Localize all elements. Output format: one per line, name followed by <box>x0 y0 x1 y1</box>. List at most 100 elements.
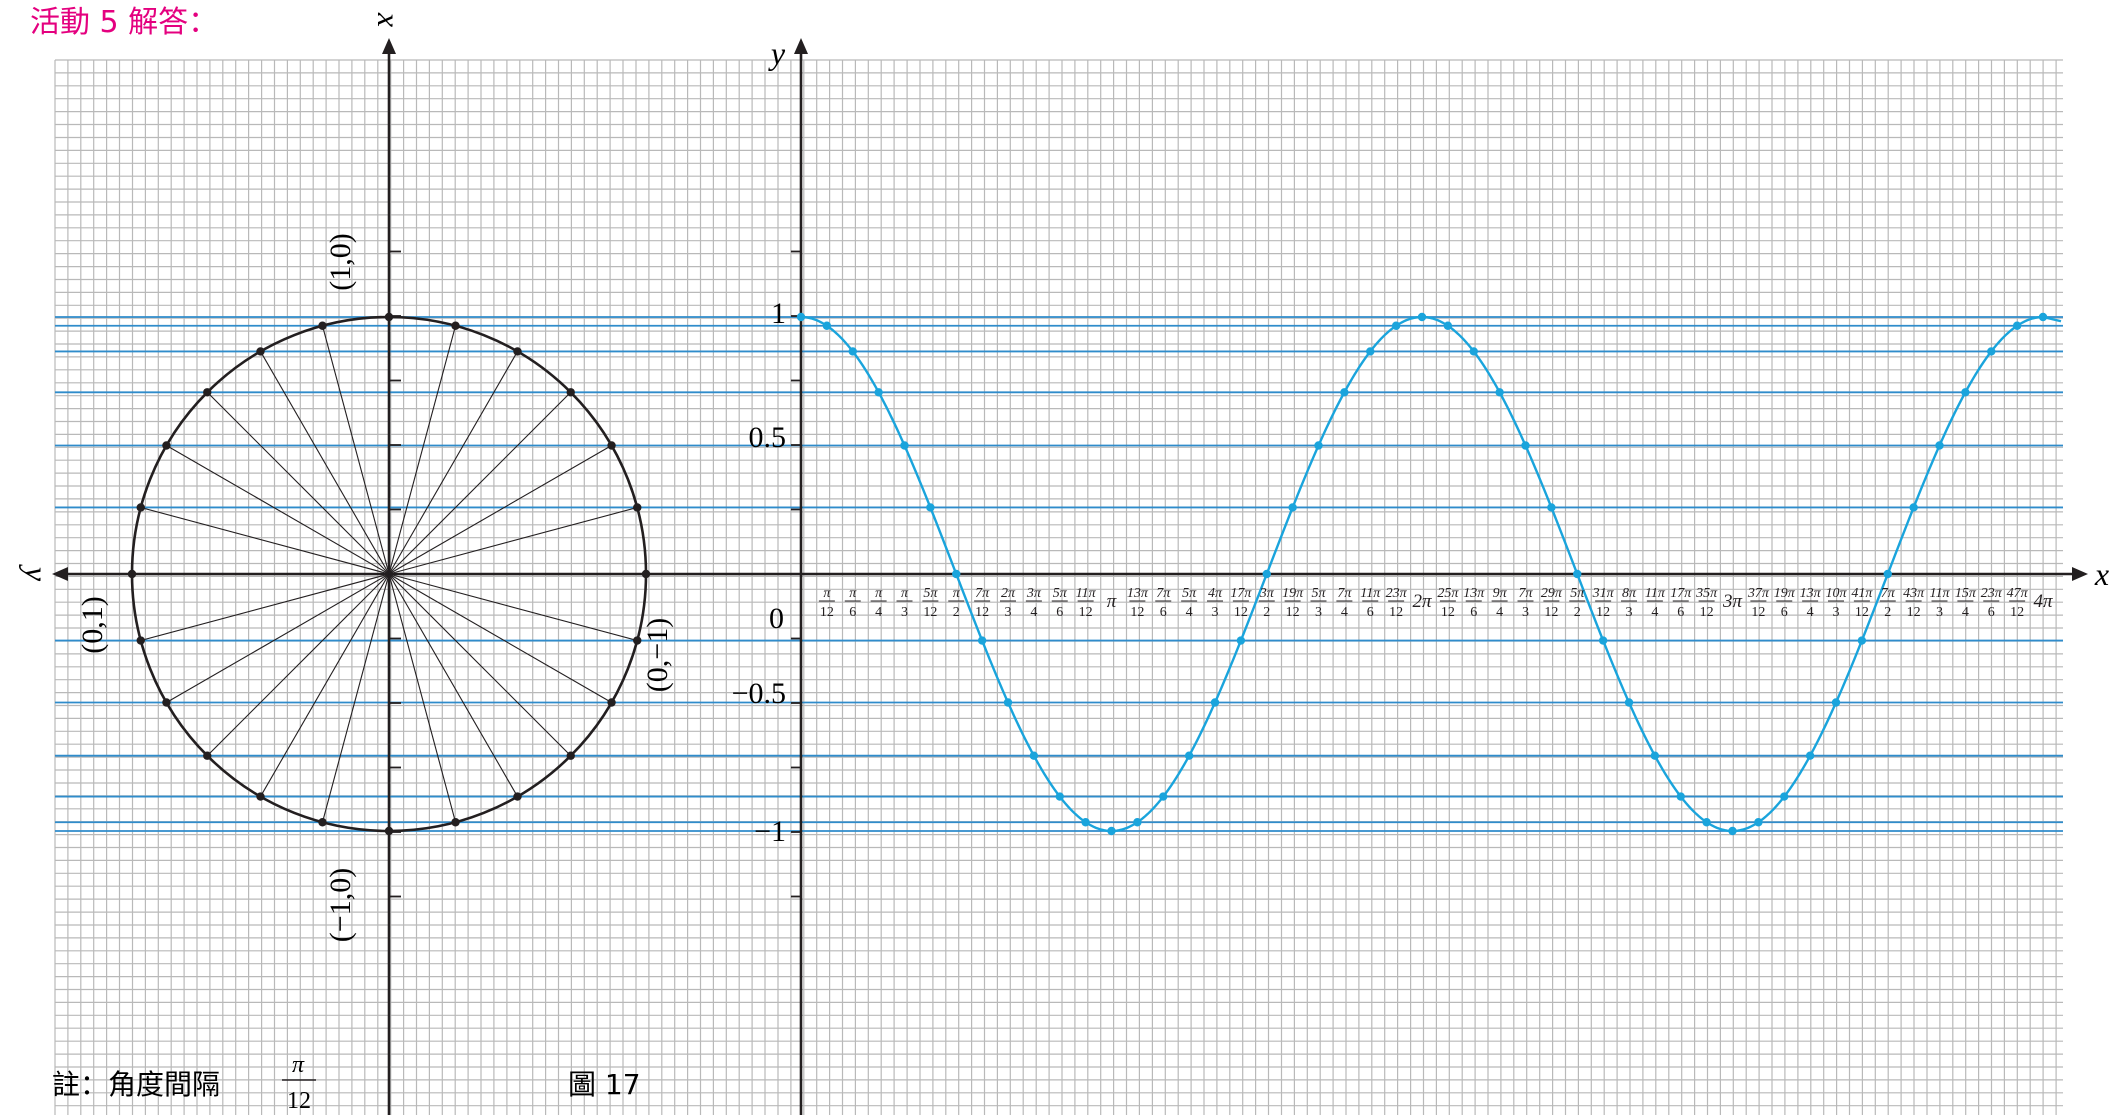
x-tick-label-numerator: 5π <box>1570 586 1585 601</box>
x-tick-label-denominator: 6 <box>1367 605 1374 620</box>
cosine-point <box>848 347 857 356</box>
x-tick-label-numerator: 35π <box>1695 586 1718 601</box>
y-tick-label-minus-1: −1 <box>754 815 786 848</box>
x-tick-label-numerator: 4π <box>1208 586 1223 601</box>
cosine-point <box>1159 792 1168 801</box>
circle-spoke <box>206 391 390 575</box>
cosine-point <box>1521 441 1530 450</box>
cosine-point <box>2012 321 2022 330</box>
cosine-point <box>822 321 832 330</box>
point-label-bottom: (−1,0) <box>324 868 357 942</box>
x-tick-label-numerator: 23π <box>1386 586 1408 601</box>
x-tick-label-numerator: 11π <box>1930 586 1951 601</box>
x-tick-label-denominator: 6 <box>1056 605 1063 620</box>
cosine-point <box>900 441 909 450</box>
cosine-point <box>796 312 806 322</box>
x-tick-label-numerator: π <box>953 586 961 601</box>
x-tick-label: 2π <box>1412 591 1432 612</box>
circle-axis-arrow <box>382 38 396 54</box>
x-tick-label-numerator: 5π <box>923 586 938 601</box>
cosine-point <box>1340 388 1349 397</box>
x-tick-label-denominator: 12 <box>1855 605 1869 620</box>
circle-spoke <box>388 573 612 703</box>
x-tick-label-denominator: 12 <box>975 605 989 620</box>
x-tick-label-numerator: 47π <box>2007 586 2029 601</box>
circle-point <box>566 751 575 760</box>
x-tick-label-denominator: 6 <box>1470 605 1477 620</box>
graph-axis-y-label: y <box>768 35 786 71</box>
x-tick-label-denominator: 6 <box>1781 605 1788 620</box>
cosine-point <box>1650 751 1660 760</box>
x-tick-label-numerator: 8π <box>1622 586 1637 601</box>
x-tick-label-numerator: 5π <box>1182 586 1197 601</box>
x-tick-label-denominator: 12 <box>1544 605 1558 620</box>
circle-spoke <box>321 325 390 575</box>
cosine-point <box>1935 441 1944 450</box>
cosine-point <box>1624 698 1634 707</box>
circle-spoke <box>388 573 457 823</box>
circle-point <box>513 792 522 801</box>
x-tick-label-numerator: 13π <box>1800 586 1822 601</box>
page-title: 活動 5 解答： <box>30 5 218 40</box>
x-tick-label-numerator: 11π <box>1645 586 1666 601</box>
x-tick-label-denominator: 12 <box>1286 605 1300 620</box>
graph-y-axis-arrow <box>794 38 808 54</box>
cosine-point <box>2038 312 2048 322</box>
x-tick-label-numerator: 19π <box>1774 586 1796 601</box>
x-tick-label-denominator: 4 <box>1807 605 1814 620</box>
circle-spoke <box>321 573 390 823</box>
circle-point <box>136 636 145 645</box>
x-tick-label-numerator: 7π <box>1156 586 1171 601</box>
circle-point <box>513 347 522 356</box>
x-tick-label-denominator: 3 <box>1005 605 1012 620</box>
circle-point <box>162 698 171 707</box>
cosine-point <box>1184 751 1194 760</box>
x-tick-label-denominator: 12 <box>923 605 937 620</box>
x-tick-label-numerator: 15π <box>1955 586 1977 601</box>
circle-spoke <box>388 351 518 575</box>
x-tick-label-denominator: 3 <box>1522 605 1529 620</box>
x-tick-label-numerator: 13π <box>1127 586 1149 601</box>
cosine-point <box>1961 388 1970 397</box>
cosine-point <box>952 569 961 579</box>
x-tick-label-numerator: 5π <box>1053 586 1068 601</box>
x-tick-label-denominator: 12 <box>1234 605 1248 620</box>
cosine-point <box>874 388 883 397</box>
cosine-point <box>1133 818 1142 827</box>
x-tick-label-numerator: π <box>901 586 909 601</box>
x-tick-label-numerator: π <box>823 586 831 601</box>
cosine-point <box>926 503 935 512</box>
circle-spoke <box>388 391 572 575</box>
circle-point <box>566 388 575 397</box>
angle-note: 註：角度間隔 <box>52 1068 220 1101</box>
circle-spoke <box>260 573 390 797</box>
x-tick-label-numerator: 7π <box>1518 586 1533 601</box>
x-tick-label-numerator: 9π <box>1493 586 1508 601</box>
circle-axis-x-label: x <box>371 12 407 27</box>
y-tick-label-0: 0 <box>769 602 784 635</box>
x-tick-label-denominator: 3 <box>1212 605 1219 620</box>
cosine-point <box>1029 751 1039 760</box>
circle-point <box>256 347 265 356</box>
circle-axis-y-label: y <box>19 564 55 582</box>
x-tick-label-denominator: 4 <box>1962 605 1969 620</box>
x-tick-label-numerator: 7π <box>1881 586 1896 601</box>
unit-circle <box>127 312 651 836</box>
cosine-point <box>977 636 987 645</box>
x-tick-label-numerator: 17π <box>1670 586 1692 601</box>
x-tick-label-numerator: 25π <box>1437 586 1459 601</box>
x-tick-label: 4π <box>2033 591 2053 612</box>
x-tick-label-numerator: π <box>849 586 857 601</box>
circle-spoke <box>388 573 518 797</box>
cosine-point <box>1391 321 1401 330</box>
x-tick-label-numerator: 11π <box>1076 586 1097 601</box>
circle-point <box>607 698 616 707</box>
cosine-point <box>1469 347 1478 356</box>
x-tick-label-denominator: 12 <box>1441 605 1455 620</box>
x-tick-label-numerator: 7π <box>975 586 990 601</box>
cosine-point <box>1055 792 1064 801</box>
x-tick-label-denominator: 12 <box>1596 605 1610 620</box>
cosine-point <box>1495 388 1504 397</box>
circle-point <box>641 569 651 579</box>
cosine-point <box>1780 792 1789 801</box>
